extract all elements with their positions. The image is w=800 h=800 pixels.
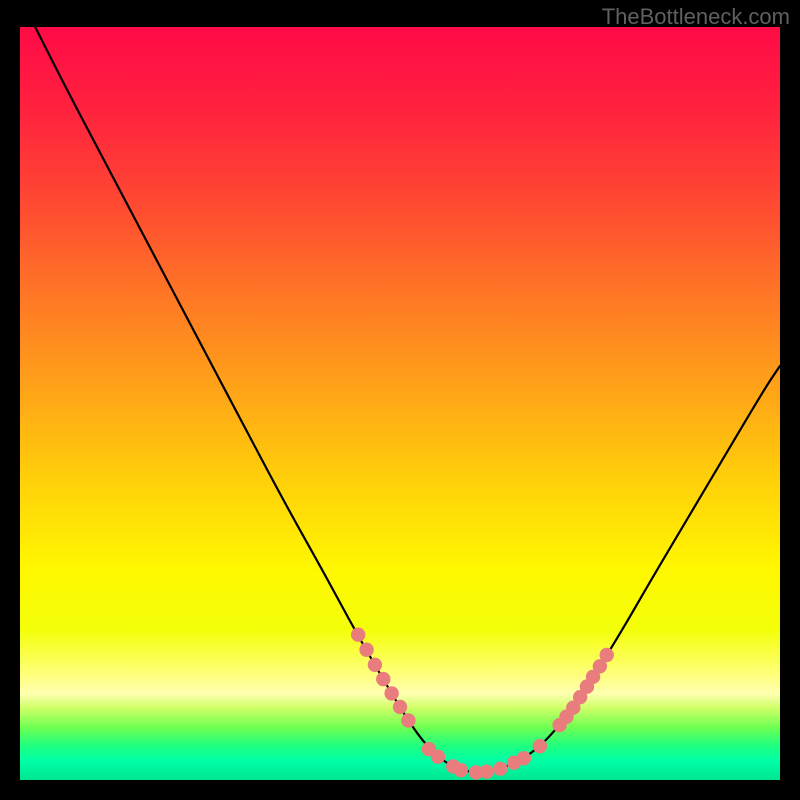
bottleneck-chart — [0, 0, 800, 800]
highlight-dot — [517, 751, 531, 765]
highlight-dot — [393, 700, 407, 714]
highlight-dot — [431, 749, 445, 763]
highlight-dot — [376, 672, 390, 686]
highlight-dot — [533, 739, 547, 753]
highlight-dot — [368, 658, 382, 672]
highlight-dot — [384, 686, 398, 700]
highlight-dot — [351, 627, 365, 641]
highlight-dot — [479, 765, 493, 779]
gradient-background — [20, 27, 780, 780]
highlight-dot — [600, 648, 614, 662]
highlight-dot — [401, 713, 415, 727]
highlight-dot — [493, 762, 507, 776]
highlight-dot — [359, 643, 373, 657]
highlight-dot — [454, 763, 468, 777]
